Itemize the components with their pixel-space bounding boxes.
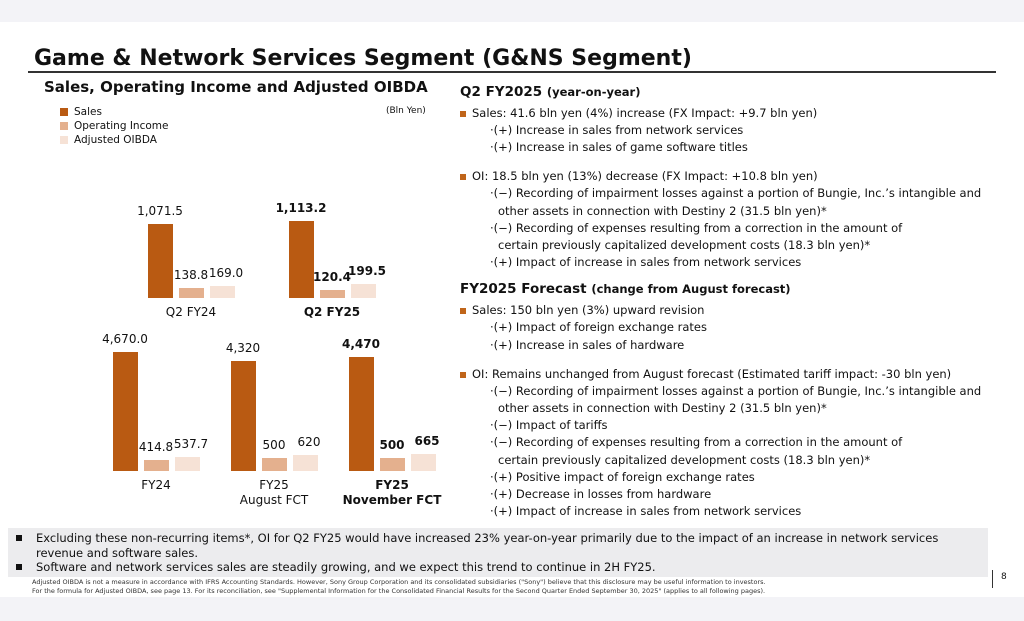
data-label: 169.0 [208, 266, 244, 281]
bullet-icon [460, 308, 466, 315]
bar-sales [113, 351, 138, 471]
sub-point: ·(−) Recording of impairment losses agai… [490, 383, 982, 416]
unit-label: (Bln Yen) [386, 106, 426, 116]
bar-operating-income [380, 458, 405, 471]
bar-adjusted-oibda [210, 286, 235, 298]
sub-point: ·(+) Increase in sales of hardware [490, 337, 685, 352]
data-label: 4,320 [225, 340, 261, 355]
legend: Sales Operating Income Adjusted OIBDA [60, 106, 168, 146]
bar-adjusted-oibda [175, 457, 200, 471]
fc-sales-point: Sales: 150 bln yen (3%) upward revision [460, 302, 1010, 319]
legend-oi: Operating Income [60, 120, 168, 132]
legend-swatch [60, 122, 68, 130]
bar-adjusted-oibda [293, 455, 318, 471]
legend-swatch [60, 108, 68, 116]
summary-note: Excluding these non-recurring items*, OI… [8, 531, 988, 560]
category-label: Q2 FY24 [165, 305, 217, 319]
bar-operating-income [320, 289, 345, 298]
bullet-icon [460, 174, 466, 181]
footnote: Adjusted OIBDA is not a measure in accor… [32, 578, 766, 595]
data-label: 4,670.0 [102, 331, 148, 346]
page-title: Game & Network Services Segment (G&NS Se… [34, 46, 692, 71]
bullet-icon [460, 111, 466, 117]
data-label: 620 [297, 435, 321, 450]
sub-point: ·(−) Recording of expenses resulting fro… [490, 220, 903, 253]
sub-point: ·(+) Impact of increase in sales from ne… [490, 504, 802, 519]
data-label: 500 [379, 438, 405, 453]
sub-point: ·(+) Increase in sales from network serv… [490, 123, 744, 137]
bar-operating-income [262, 458, 287, 471]
legend-oibda: Adjusted OIBDA [60, 134, 168, 146]
summary-box: Excluding these non-recurring items*, OI… [8, 528, 988, 577]
sub-point: ·(+) Impact of increase in sales from ne… [490, 255, 802, 270]
data-label: 120.4 [313, 269, 351, 284]
data-label: 199.5 [348, 264, 386, 279]
data-label: 500 [262, 438, 286, 453]
data-label: 665 [414, 434, 440, 449]
sub-point: ·(+) Impact of foreign exchange rates [490, 320, 707, 335]
bar-sales [148, 224, 173, 298]
sub-point: ·(−) Recording of impairment losses agai… [490, 186, 982, 218]
bullet-icon [16, 564, 22, 570]
fc-oi-point: OI: Remains unchanged from August foreca… [460, 366, 1010, 383]
category-label: FY24 [141, 478, 171, 492]
sub-point: ·(+) Increase in sales of game software … [490, 140, 748, 155]
forecast-heading: FY2025 Forecast (change from August fore… [460, 281, 791, 298]
q2-heading: Q2 FY2025 (year-on-year) [460, 84, 641, 100]
summary-note: Software and network services sales are … [8, 560, 988, 575]
bar-sales [231, 360, 256, 471]
legend-label: Adjusted OIBDA [74, 134, 157, 146]
bar-operating-income [179, 288, 204, 298]
bar-sales [349, 357, 374, 471]
data-label: 4,470 [342, 337, 380, 351]
category-label: FY25 November FCT [342, 478, 442, 507]
q2-oi-point: OI: 18.5 bln yen (13%) decrease (FX Impa… [460, 168, 1010, 185]
q2-sales-point: Sales: 41.6 bln yen (4%) increase (FX Im… [460, 105, 1010, 122]
bar-adjusted-oibda [351, 284, 376, 298]
data-label: 537.7 [173, 437, 209, 452]
bullet-icon [16, 535, 22, 541]
commentary: Q2 FY2025 (year-on-year) Sales: 41.6 bln… [460, 84, 1010, 520]
sub-point: ·(+) Positive impact of foreign exchange… [490, 469, 755, 484]
sub-point: ·(+) Decrease in losses from hardware [490, 487, 712, 502]
legend-label: Operating Income [74, 120, 169, 132]
data-label: 1,071.5 [137, 204, 183, 219]
bar-operating-income [144, 460, 169, 471]
bar-adjusted-oibda [411, 454, 436, 471]
page-number: 8 [992, 570, 1007, 588]
bullet-icon [460, 371, 466, 378]
title-divider [28, 71, 996, 73]
category-label: FY25 August FCT [239, 478, 309, 507]
bar-sales [289, 221, 314, 298]
sub-point: ·(−) Recording of expenses resulting fro… [490, 435, 903, 467]
data-label: 414.8 [138, 440, 174, 455]
data-label: 1,113.2 [275, 201, 327, 216]
data-label: 138.8 [173, 268, 209, 283]
slide: Game & Network Services Segment (G&NS Se… [0, 22, 1024, 597]
sub-point: ·(−) Impact of tariffs [490, 418, 608, 433]
legend-swatch [60, 136, 68, 144]
legend-sales: Sales [60, 106, 168, 118]
legend-label: Sales [74, 106, 102, 118]
category-label: Q2 FY25 [303, 305, 361, 319]
chart-title: Sales, Operating Income and Adjusted OIB… [44, 78, 428, 96]
